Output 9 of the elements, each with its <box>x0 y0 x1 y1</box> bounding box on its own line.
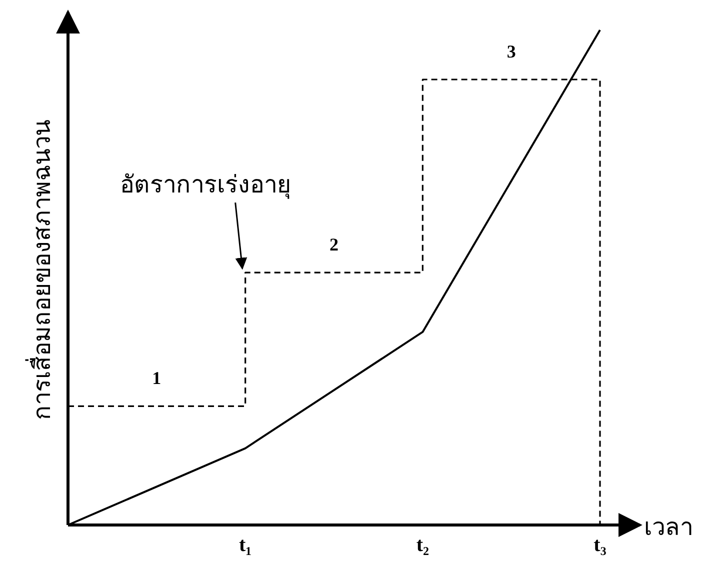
x-tick-label: t₃ <box>594 534 606 556</box>
annotation: อัตราการเร่งอายุ <box>120 172 291 200</box>
annotation: 2 <box>330 234 338 255</box>
x-axis-title: เวลา <box>644 515 693 541</box>
y-axis-title: การเสื่อมถอยของสภาพฉนวน <box>25 120 56 420</box>
annotation: 1 <box>152 368 162 388</box>
x-tick-label: t₂ <box>416 534 429 556</box>
x-tick-label: t₁ <box>239 534 252 556</box>
annotation: 3 <box>506 42 516 62</box>
